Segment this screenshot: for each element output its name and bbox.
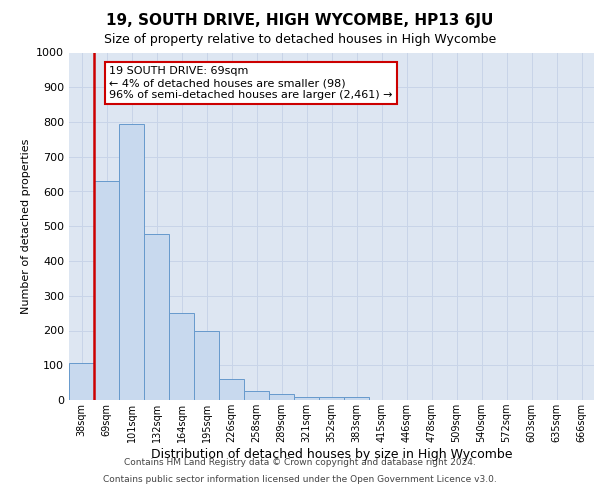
Bar (344, 396, 369, 400)
Bar (219, 379, 244, 400)
Bar (294, 396, 319, 400)
Y-axis label: Number of detached properties: Number of detached properties (20, 138, 31, 314)
X-axis label: Distribution of detached houses by size in High Wycombe: Distribution of detached houses by size … (151, 448, 512, 461)
Text: Size of property relative to detached houses in High Wycombe: Size of property relative to detached ho… (104, 32, 496, 46)
Bar (119, 124, 144, 400)
Bar (169, 313, 194, 400)
Bar (94, 181, 119, 400)
Bar (244, 392, 269, 400)
Text: Contains HM Land Registry data © Crown copyright and database right 2024.: Contains HM Land Registry data © Crown c… (124, 458, 476, 467)
Bar (69, 363, 94, 400)
Text: 19 SOUTH DRIVE: 69sqm
← 4% of detached houses are smaller (98)
96% of semi-detac: 19 SOUTH DRIVE: 69sqm ← 4% of detached h… (109, 66, 392, 100)
Bar (319, 396, 344, 400)
Bar (194, 330, 219, 400)
Bar (144, 234, 169, 400)
Text: Contains public sector information licensed under the Open Government Licence v3: Contains public sector information licen… (103, 476, 497, 484)
Text: 19, SOUTH DRIVE, HIGH WYCOMBE, HP13 6JU: 19, SOUTH DRIVE, HIGH WYCOMBE, HP13 6JU (106, 12, 494, 28)
Bar (269, 394, 294, 400)
